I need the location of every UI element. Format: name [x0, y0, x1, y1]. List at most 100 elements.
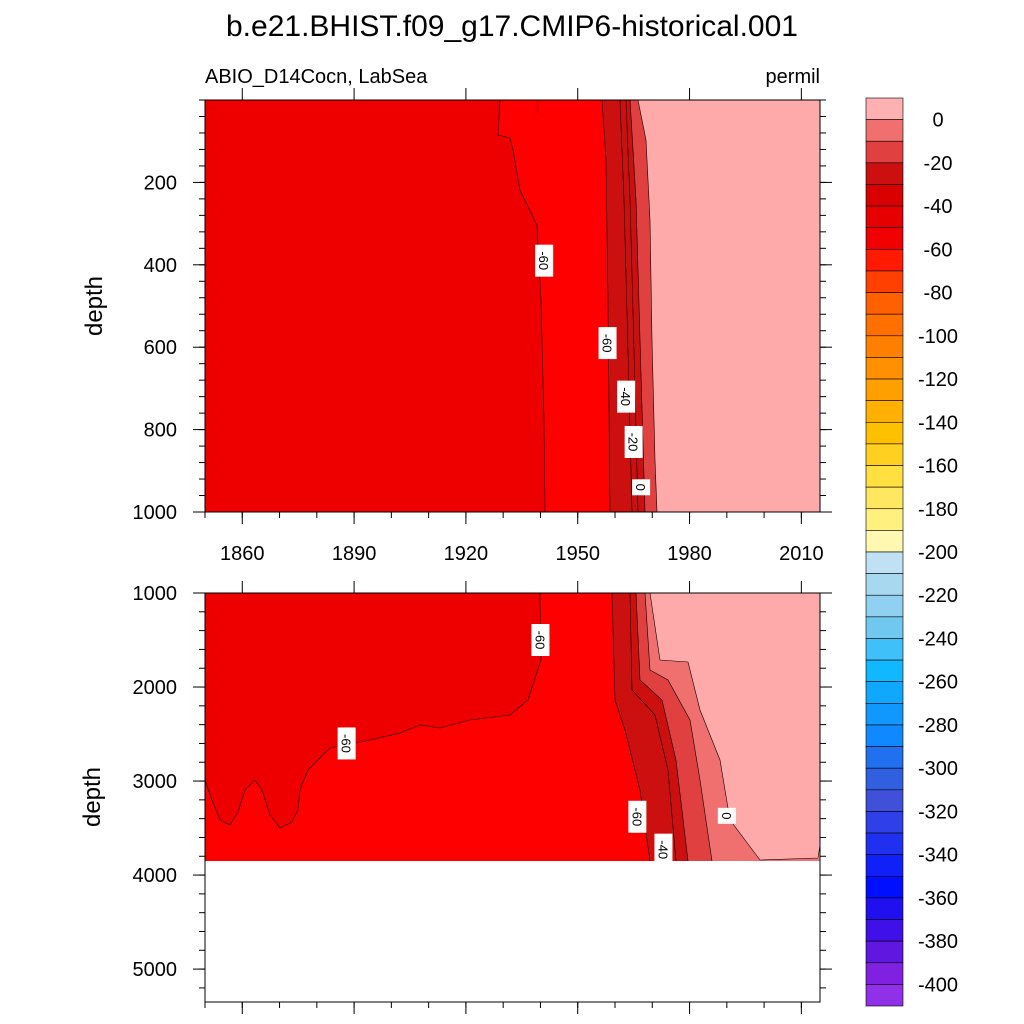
colorbar-swatch — [865, 594, 904, 618]
colorbar-swatch — [865, 746, 904, 769]
contour-label-bg — [531, 624, 550, 657]
lower-contour-40 — [635, 592, 689, 862]
units-label: permil — [766, 66, 820, 88]
upper-contour-60a — [497, 99, 546, 513]
y-tick-label: 600 — [144, 337, 177, 359]
upper-contour-60b — [601, 99, 611, 513]
colorbar-swatch — [865, 205, 904, 229]
colorbar-label: -300 — [918, 758, 958, 780]
contour-label-text: 0 — [633, 484, 648, 491]
upper-contour-labels: -60 -60 -40 -20 0 — [535, 244, 651, 496]
colorbar-swatch — [865, 292, 904, 315]
contour-label: -60 — [531, 624, 550, 657]
colorbar-swatch — [865, 962, 904, 985]
colorbar-swatch — [865, 919, 904, 942]
colorbar-swatch — [865, 984, 904, 1007]
contour-label-bg — [628, 800, 647, 833]
contour-label: -60 — [628, 800, 647, 833]
colorbar-label: -60 — [924, 239, 953, 261]
x-tick-label: 1980 — [667, 543, 712, 565]
colorbar-swatch — [865, 508, 904, 531]
x-tick-label: 1950 — [555, 543, 600, 565]
colorbar-swatch — [865, 421, 904, 445]
colorbar-label: -400 — [918, 974, 958, 996]
x-tick-label: 1860 — [220, 543, 265, 565]
x-tick-label: 1920 — [444, 543, 489, 565]
colorbar-label: -280 — [918, 715, 958, 737]
colorbar-swatch — [865, 249, 904, 272]
colorbar-swatch — [865, 443, 904, 466]
colorbar-label: -140 — [918, 412, 958, 434]
contour-label-text: -20 — [626, 433, 641, 452]
colorbar-label: -380 — [918, 931, 958, 953]
colorbar-swatch — [865, 465, 904, 488]
colorbar-swatch — [865, 638, 904, 661]
lower-ylabel: depth — [79, 767, 106, 827]
colorbar-label: -40 — [924, 196, 953, 218]
colorbar-swatch — [865, 832, 904, 855]
colorbar-swatch — [865, 573, 904, 596]
y-tick-label: 400 — [144, 255, 177, 277]
y-tick-label: 1000 — [133, 502, 178, 524]
lower-contour-50 — [629, 592, 677, 862]
colorbar-swatch — [865, 313, 904, 337]
colorbar-swatch — [865, 897, 904, 920]
colorbar-label: -20 — [924, 153, 953, 175]
colorbar-swatch — [865, 940, 904, 964]
lower-contour-20 — [644, 592, 713, 862]
figure-title: b.e21.BHIST.f09_g17.CMIP6-historical.001 — [226, 10, 798, 43]
lower-field-deep — [205, 593, 541, 828]
colorbar-swatch — [865, 270, 904, 293]
colorbar-label: -120 — [918, 369, 958, 391]
colorbar-swatch — [865, 681, 904, 704]
colorbar-swatch — [865, 335, 904, 358]
colorbar-swatch — [865, 162, 904, 185]
upper-frame — [204, 99, 821, 513]
upper-axis-ticks: 1860 1890 1920 1950 1980 2010 200 400 600 800 1000 — [133, 88, 832, 565]
colorbar-swatch — [865, 767, 904, 791]
colorbar-label: -260 — [918, 672, 958, 694]
colorbar-label: -240 — [918, 628, 958, 650]
lower-axis-ticks: 1000 2000 3000 4000 5000 — [133, 581, 832, 1014]
upper-field-prebomb-patch — [535, 100, 540, 116]
contour-label-bg — [717, 807, 736, 824]
colorbar-label: -200 — [918, 542, 958, 564]
colorbar-swatch — [865, 97, 904, 120]
lower-no-data — [205, 861, 820, 1002]
contour-label-bg — [617, 380, 636, 413]
colorbar-label: -340 — [918, 845, 958, 867]
contour-label: -40 — [617, 380, 636, 413]
colorbar-swatch — [865, 530, 904, 553]
variable-label: ABIO_D14Cocn, LabSea — [205, 66, 428, 88]
colorbar-label: -220 — [918, 585, 958, 607]
contour-label: -60 — [598, 327, 617, 360]
lower-panel: -60 -60 -60 -40 0 1000 2000 3000 4000 5000 depth — [79, 581, 832, 1014]
colorbar-label: -160 — [918, 456, 958, 478]
contour-label: 0 — [632, 479, 651, 496]
contour-label-text: -60 — [536, 251, 551, 270]
lower-contour-60a — [204, 592, 542, 829]
contour-label-bg — [654, 833, 673, 866]
lower-frame — [204, 592, 821, 1003]
contour-label-text: -40 — [618, 387, 633, 406]
colorbar-swatch — [865, 789, 904, 812]
colorbar-swatch — [865, 811, 904, 834]
y-tick-label: 1000 — [133, 583, 178, 605]
colorbar-swatch — [865, 854, 904, 877]
y-tick-label: 200 — [144, 172, 177, 194]
colorbar-label: -320 — [918, 801, 958, 823]
colorbar-label: -100 — [918, 326, 958, 348]
contour-label-text: -60 — [629, 807, 644, 826]
y-tick-label: 800 — [144, 420, 177, 442]
colorbar-label: -80 — [924, 283, 953, 305]
contour-label: -40 — [654, 833, 673, 866]
contour-label-bg — [624, 425, 643, 458]
colorbar-swatch — [865, 875, 904, 899]
y-tick-label: 5000 — [133, 959, 178, 981]
colorbar-swatch — [865, 400, 904, 423]
contour-label-bg — [337, 727, 356, 760]
colorbar-swatch — [865, 378, 904, 401]
colorbar-swatch — [865, 119, 904, 142]
colorbar-swatch — [865, 357, 904, 380]
